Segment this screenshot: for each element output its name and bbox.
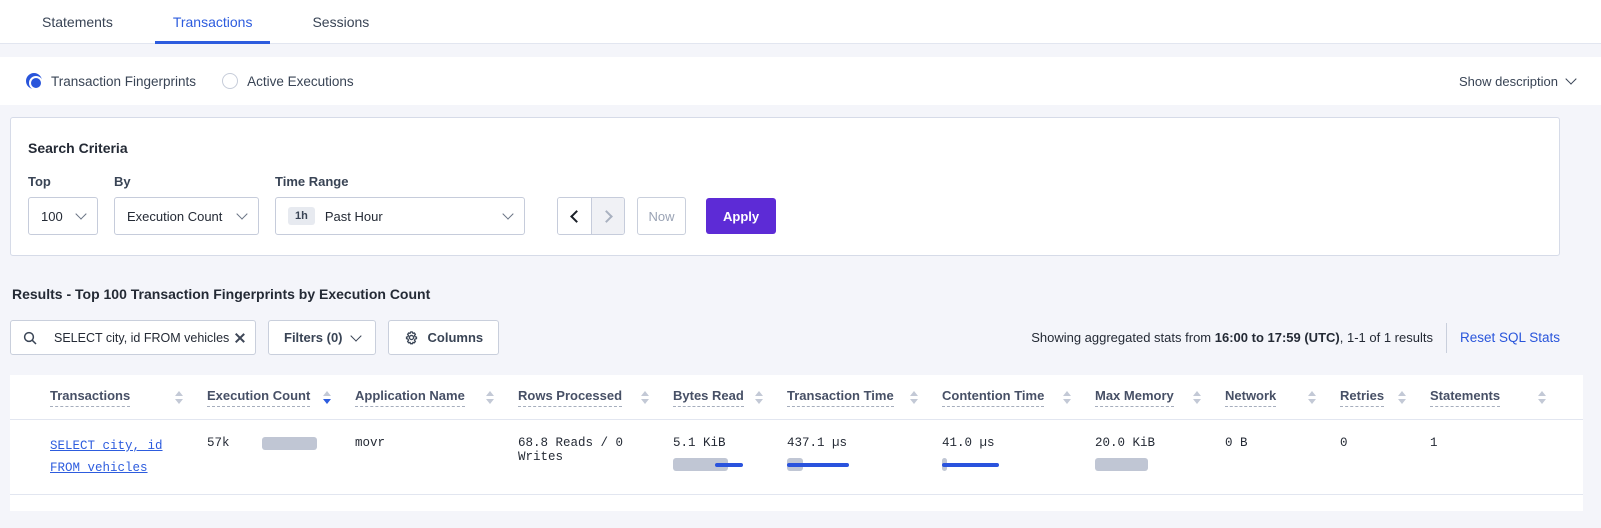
time-prev-button[interactable]: [558, 198, 591, 234]
search-box[interactable]: [10, 320, 256, 355]
results-table: Transactions Execution Count Application…: [10, 375, 1583, 511]
column-header-transaction-time[interactable]: Transaction Time: [777, 388, 932, 407]
cell-transaction-time: 437.1 µs: [777, 436, 932, 471]
radio-unselected-icon[interactable]: [222, 73, 239, 89]
chevron-down-icon: [75, 208, 87, 220]
results-heading: Results - Top 100 Transaction Fingerprin…: [12, 286, 431, 302]
radio-label: Transaction Fingerprints: [51, 73, 197, 89]
contention-time-bar: [942, 458, 999, 471]
cell-network: 0 B: [1225, 436, 1248, 450]
page-tabs: Statements Transactions Sessions: [0, 0, 1601, 44]
sort-icon[interactable]: [1398, 390, 1406, 404]
sort-icon[interactable]: [1193, 390, 1201, 404]
clear-icon[interactable]: [235, 333, 245, 343]
column-header-max-memory[interactable]: Max Memory: [1085, 388, 1215, 407]
radio-selected-icon[interactable]: [26, 73, 43, 90]
divider: [1445, 322, 1447, 353]
execution-count-bar: [261, 436, 331, 450]
search-criteria-title: Search Criteria: [28, 140, 128, 156]
cell-transactions: SELECT city, id FROM vehicles: [40, 436, 197, 480]
transaction-time-bar: [787, 458, 849, 471]
table-header-row: Transactions Execution Count Application…: [10, 375, 1583, 420]
by-select[interactable]: Execution Count: [114, 197, 259, 235]
cell-retries: 0: [1340, 436, 1348, 450]
chevron-left-icon: [570, 209, 583, 223]
max-memory-bar: [1095, 458, 1148, 471]
column-header-contention-time[interactable]: Contention Time: [932, 388, 1085, 407]
tab-transactions[interactable]: Transactions: [154, 0, 271, 44]
gear-icon: [404, 330, 419, 345]
top-select[interactable]: 100: [28, 197, 98, 235]
apply-button[interactable]: Apply: [706, 198, 777, 234]
cell-max-memory: 20.0 KiB: [1085, 436, 1215, 471]
now-button[interactable]: Now: [637, 197, 686, 235]
sort-icon[interactable]: [755, 390, 763, 404]
cell-statements: 1: [1430, 436, 1438, 450]
filters-button[interactable]: Filters (0): [268, 320, 376, 355]
chevron-down-icon: [502, 208, 514, 220]
search-input[interactable]: [54, 330, 229, 345]
cell-application-name: movr: [355, 436, 386, 450]
tab-sessions[interactable]: Sessions: [312, 13, 370, 30]
results-controls: Filters (0) Columns Showing aggregated s…: [10, 320, 1560, 355]
radio-label: Active Executions: [247, 73, 354, 89]
tab-statements[interactable]: Statements: [42, 13, 113, 30]
sort-icon[interactable]: [641, 390, 649, 404]
cell-execution-count: 57k: [197, 436, 345, 450]
radio-transaction-fingerprints[interactable]: Transaction Fingerprints: [26, 73, 197, 90]
chevron-right-icon: [599, 209, 613, 223]
time-range-value: Past Hour: [324, 208, 383, 224]
radio-active-executions[interactable]: Active Executions: [222, 73, 354, 89]
column-header-bytes-read[interactable]: Bytes Read: [663, 388, 777, 407]
column-header-transactions[interactable]: Transactions: [40, 388, 197, 407]
reset-sql-stats-link[interactable]: Reset SQL Stats: [1459, 330, 1560, 345]
sort-icon[interactable]: [175, 390, 183, 404]
chevron-down-icon: [349, 330, 362, 342]
sort-icon[interactable]: [910, 390, 918, 404]
sort-icon[interactable]: [1308, 390, 1316, 404]
sort-icon[interactable]: [323, 390, 331, 404]
search-icon: [23, 331, 37, 345]
top-select-value: 100: [41, 208, 63, 224]
bytes-read-bar: [673, 458, 743, 471]
show-description-toggle[interactable]: Show description: [1459, 73, 1577, 89]
time-next-button[interactable]: [591, 198, 624, 234]
chevron-down-icon: [1565, 73, 1577, 85]
column-header-rows-processed[interactable]: Rows Processed: [508, 388, 663, 407]
columns-button[interactable]: Columns: [387, 320, 500, 355]
search-criteria-panel: Search Criteria Top 100 By Execution Cou…: [10, 117, 1560, 256]
time-nav-group: [557, 197, 625, 235]
top-label: Top: [28, 174, 51, 189]
top-field: Top 100: [28, 174, 98, 235]
transaction-fingerprint-link[interactable]: SELECT city, id FROM vehicles: [50, 439, 163, 475]
sort-icon[interactable]: [1538, 390, 1546, 404]
show-description-label: Show description: [1459, 73, 1558, 89]
column-header-statements[interactable]: Statements: [1420, 388, 1560, 407]
cell-contention-time: 41.0 µs: [932, 436, 1085, 471]
by-label: By: [114, 174, 131, 189]
time-range-field: Time Range 1h Past Hour: [275, 174, 525, 235]
time-range-select[interactable]: 1h Past Hour: [275, 197, 525, 235]
chevron-down-icon: [236, 208, 248, 220]
time-range-badge: 1h: [288, 207, 315, 225]
column-header-execution-count[interactable]: Execution Count: [197, 388, 345, 407]
by-select-value: Execution Count: [127, 208, 223, 224]
stats-summary: Showing aggregated stats from 16:00 to 1…: [1031, 330, 1433, 345]
table-row: SELECT city, id FROM vehicles 57k movr 6…: [10, 420, 1583, 495]
view-mode-strip: Transaction Fingerprints Active Executio…: [0, 57, 1601, 105]
cell-bytes-read: 5.1 KiB: [663, 436, 777, 471]
sort-icon[interactable]: [486, 390, 494, 404]
column-header-network[interactable]: Network: [1215, 388, 1330, 407]
column-header-application-name[interactable]: Application Name: [345, 388, 508, 407]
by-field: By Execution Count: [114, 174, 259, 235]
time-range-label: Time Range: [275, 174, 349, 189]
cell-rows-processed: 68.8 Reads / 0 Writes: [518, 436, 624, 464]
column-header-retries[interactable]: Retries: [1330, 388, 1420, 407]
sort-icon[interactable]: [1063, 390, 1071, 404]
